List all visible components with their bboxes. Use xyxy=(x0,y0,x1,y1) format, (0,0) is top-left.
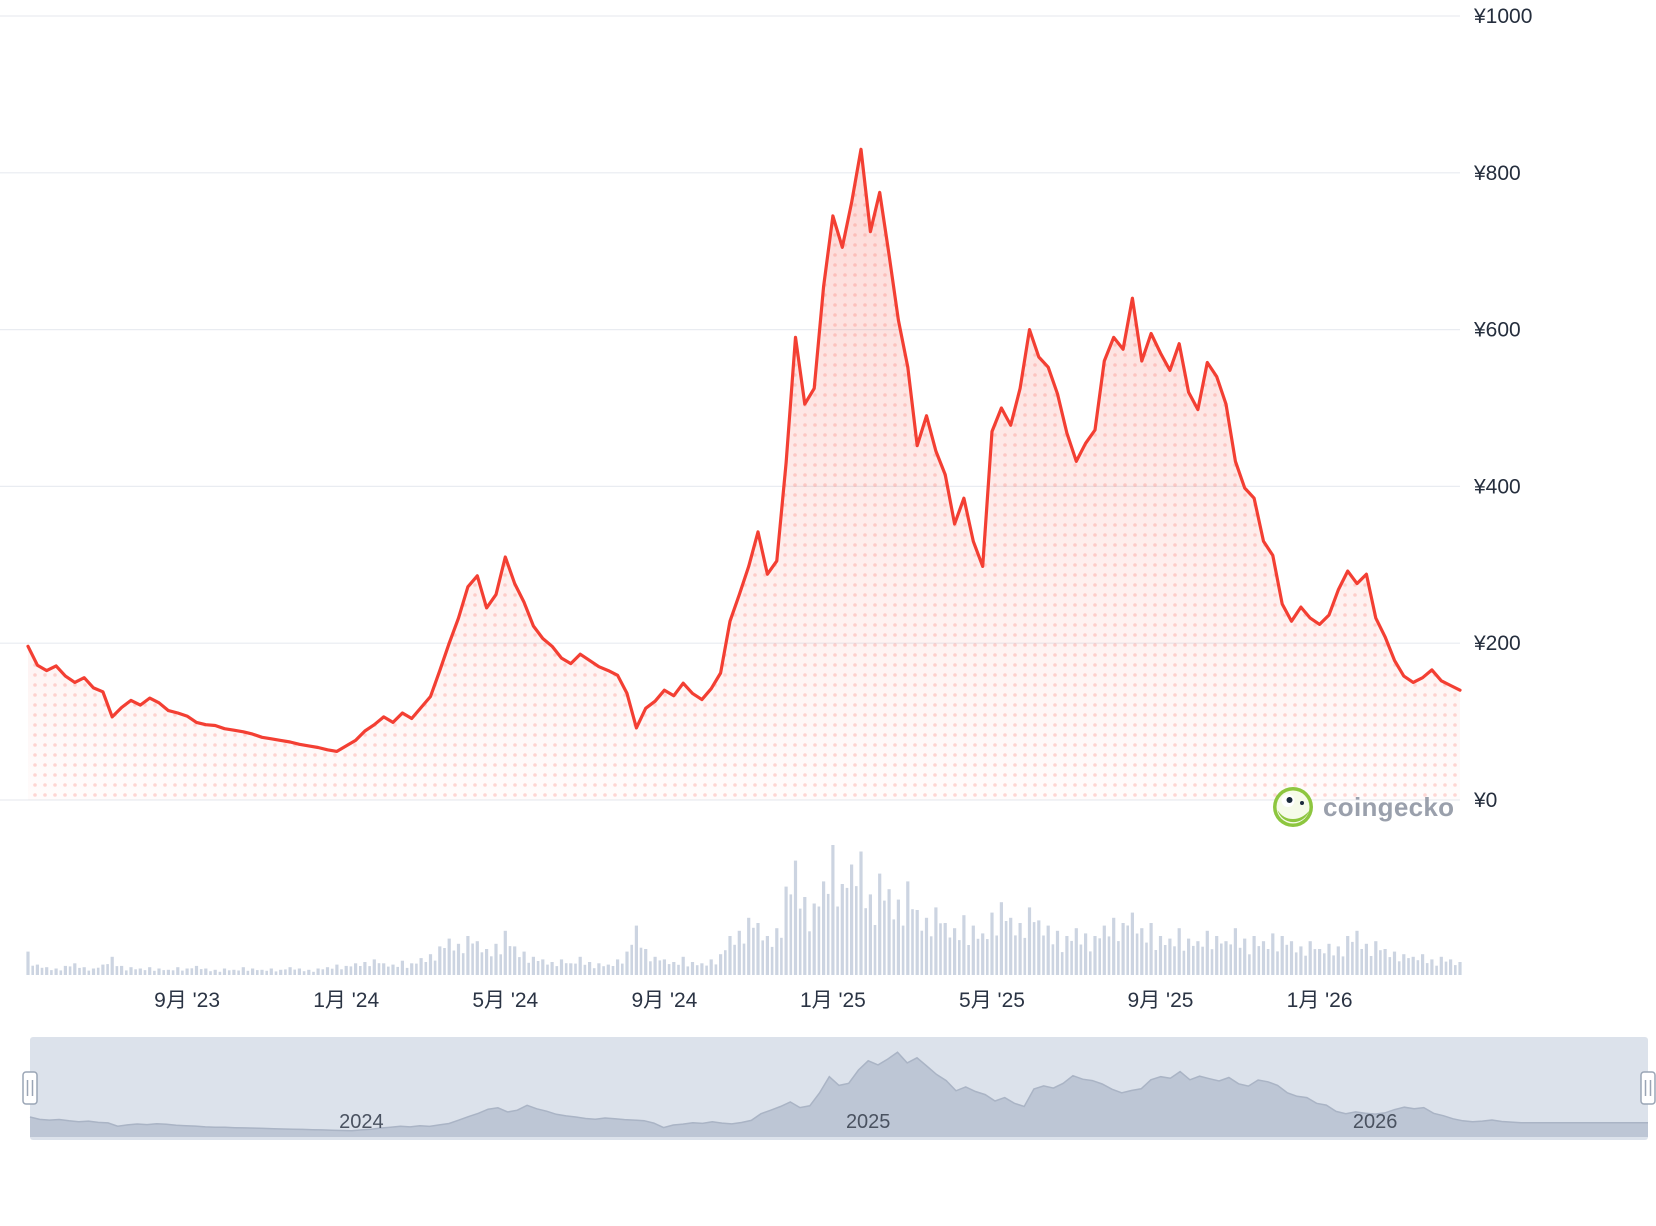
x-axis-label: 9月 '25 xyxy=(1128,989,1194,1012)
price-line xyxy=(26,147,1462,754)
nav-year-label: 2024 xyxy=(339,1111,384,1133)
coingecko-watermark: coingecko xyxy=(1272,786,1454,828)
coingecko-watermark-text: coingecko xyxy=(1323,791,1455,822)
nav-year-label: 2026 xyxy=(1353,1111,1398,1133)
nav-handle-left[interactable] xyxy=(22,1071,38,1105)
y-axis-label: ¥600 xyxy=(1473,319,1521,342)
x-axis-label: 5月 '25 xyxy=(959,989,1025,1012)
y-axis-label: ¥400 xyxy=(1473,475,1521,498)
nav-handle-right[interactable] xyxy=(1640,1071,1656,1105)
price-area xyxy=(28,149,1460,801)
plot-hover-area[interactable] xyxy=(0,0,1462,1010)
x-axis-label: 1月 '24 xyxy=(313,989,379,1012)
x-axis-label: 1月 '26 xyxy=(1287,989,1353,1012)
x-axis-labels: 9月 '23 1月 '24 5月 '24 9月 '24 1月 '25 5月 '25 9月 '… xyxy=(154,989,1352,1012)
nav-year-label: 2025 xyxy=(846,1111,891,1133)
y-axis-label: ¥1000 xyxy=(1473,5,1532,28)
y-axis-label: ¥800 xyxy=(1473,162,1521,185)
navigator-mini-line xyxy=(29,1051,1648,1132)
x-axis-label: 9月 '23 xyxy=(154,989,220,1012)
x-axis-label: 1月 '25 xyxy=(800,989,866,1012)
x-axis-label: 5月 '24 xyxy=(472,989,538,1012)
y-axis-labels: ¥1000 ¥800 ¥600 ¥400 ¥200 ¥0 xyxy=(1473,5,1532,812)
coingecko-logo-icon xyxy=(1273,787,1313,827)
volume-bars xyxy=(26,845,1462,976)
x-axis-label: 9月 '24 xyxy=(631,989,697,1012)
range-navigator[interactable]: 2024 2025 2026 xyxy=(22,1037,1656,1140)
y-axis-label: ¥200 xyxy=(1473,632,1521,655)
y-axis-label: ¥0 xyxy=(1473,789,1497,812)
navigator-mini-area xyxy=(30,1052,1648,1137)
